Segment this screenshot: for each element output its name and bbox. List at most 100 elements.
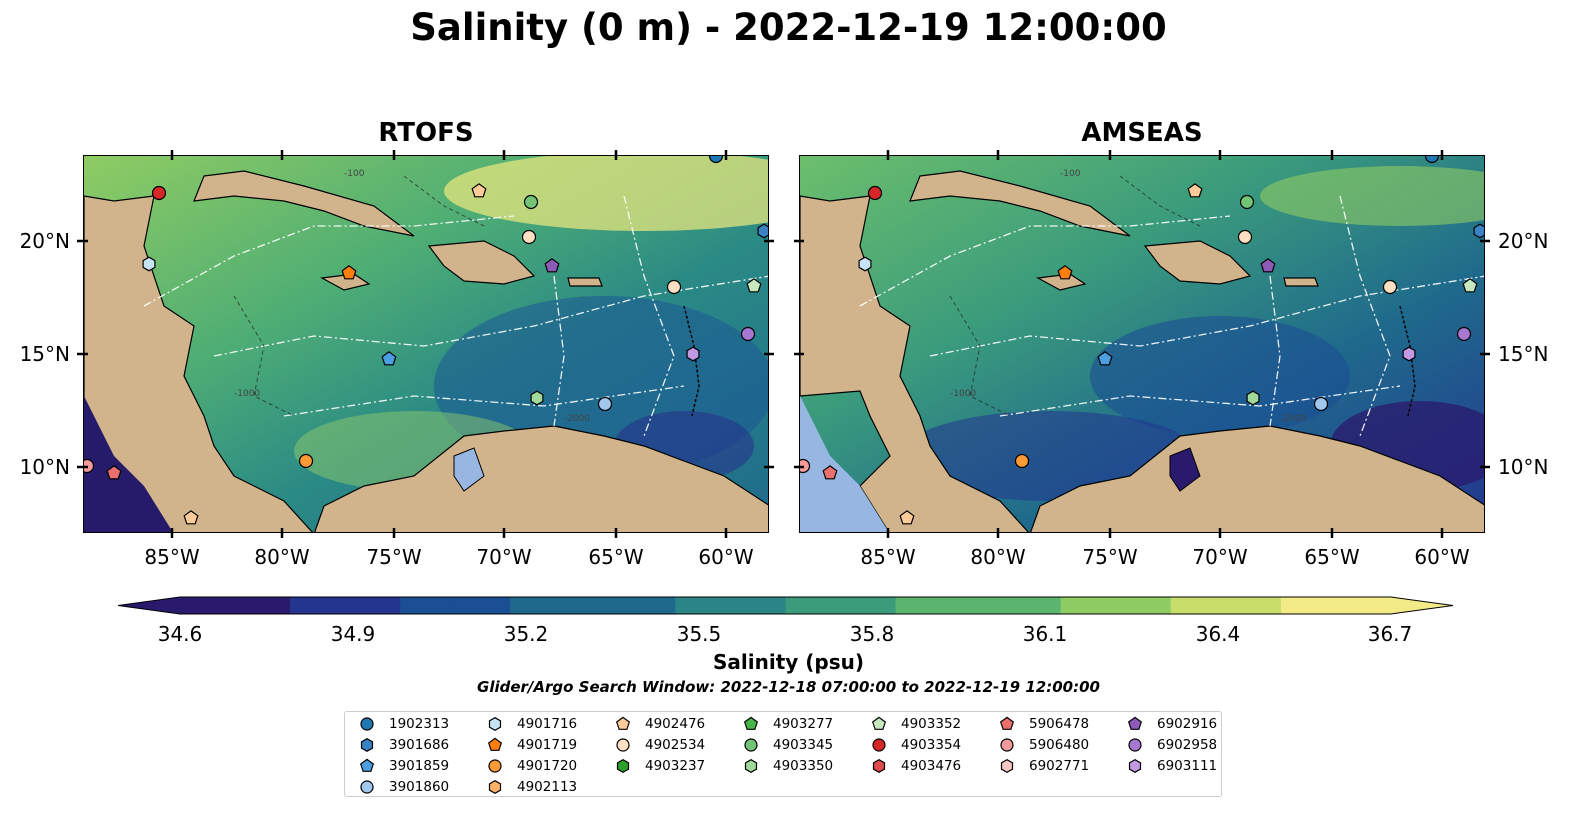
pentagon-marker-icon bbox=[999, 716, 1015, 730]
panel-title-rtofs: RTOFS bbox=[378, 118, 474, 148]
circle-marker-icon bbox=[360, 780, 374, 794]
colorbar-segment bbox=[840, 597, 897, 614]
legend-label: 3901859 bbox=[389, 758, 450, 774]
circle-marker-icon bbox=[744, 738, 758, 752]
lat-tick-label: 10°N bbox=[1498, 455, 1549, 479]
contour-label: -1000 bbox=[234, 389, 260, 399]
float-marker-4902534 bbox=[1237, 229, 1253, 245]
legend-label: 5906478 bbox=[1029, 716, 1090, 732]
contour-label: -100 bbox=[344, 169, 365, 179]
colorbar-tick-label: 34.6 bbox=[157, 622, 203, 646]
legend-label: 4903354 bbox=[901, 737, 962, 753]
panel-title-amseas: AMSEAS bbox=[1081, 118, 1203, 148]
high-salinity-patch bbox=[444, 156, 768, 231]
colorbar-tick-label: 36.4 bbox=[1195, 622, 1241, 646]
lat-tick-label: 10°N bbox=[19, 455, 70, 479]
float-marker-3901859 bbox=[381, 351, 397, 366]
float-marker-4902476 bbox=[183, 510, 199, 525]
legend-label: 6903111 bbox=[1157, 758, 1218, 774]
figure-title: Salinity (0 m) - 2022-12-19 12:00:00 bbox=[410, 6, 1167, 49]
land-cuba bbox=[193, 170, 415, 237]
circle-marker-icon bbox=[616, 738, 630, 752]
colorbar-segment bbox=[345, 597, 401, 614]
float-marker-3901859 bbox=[1097, 351, 1113, 366]
float-marker-5906478 bbox=[106, 465, 122, 480]
float-marker-6902958 bbox=[740, 326, 756, 342]
pacific-ocean-fill bbox=[800, 396, 889, 532]
legend-label: 4901719 bbox=[517, 737, 578, 753]
float-marker-1902313 bbox=[708, 156, 724, 164]
contour-label: -2000 bbox=[564, 414, 590, 424]
eez-boundaries bbox=[143, 195, 768, 437]
lon-tick-label: 75°W bbox=[1082, 545, 1138, 569]
colorbar-segment bbox=[455, 597, 511, 614]
legend-label: 5906480 bbox=[1029, 737, 1090, 753]
colorbar-segment bbox=[1170, 597, 1227, 614]
lon-tick-label: 85°W bbox=[860, 545, 916, 569]
float-marker-4902534 bbox=[666, 279, 682, 295]
pentagon-marker-icon bbox=[871, 716, 887, 730]
legend-label: 4902113 bbox=[517, 779, 578, 795]
legend-label: 4903345 bbox=[773, 737, 834, 753]
colorbar-segment bbox=[1225, 597, 1282, 614]
float-marker-4901719 bbox=[341, 265, 357, 280]
legend-label: 4903476 bbox=[901, 758, 962, 774]
float-marker-4903350 bbox=[530, 390, 544, 406]
eez-boundaries bbox=[859, 195, 1484, 437]
float-marker-1902313 bbox=[1424, 156, 1440, 164]
circle-marker-icon bbox=[872, 738, 886, 752]
lat-tick-label: 20°N bbox=[19, 229, 70, 253]
search-window-caption: Glider/Argo Search Window: 2022-12-18 07… bbox=[477, 678, 1100, 696]
float-marker-4903354 bbox=[151, 185, 167, 201]
hexagon-marker-icon bbox=[872, 759, 886, 773]
float-marker-5906478 bbox=[822, 465, 838, 480]
colorbar-segment bbox=[565, 597, 621, 614]
float-marker-4901720 bbox=[298, 453, 314, 469]
float-marker-4902476 bbox=[1187, 183, 1203, 198]
colorbar-segment bbox=[235, 597, 291, 614]
float-marker-5906480 bbox=[800, 458, 811, 474]
legend-label: 3901860 bbox=[389, 779, 450, 795]
colorbar-tick-label: 36.1 bbox=[1022, 622, 1068, 646]
lesser-antilles bbox=[683, 305, 700, 417]
low-salinity-patch bbox=[1090, 316, 1350, 436]
land-puerto-rico bbox=[567, 277, 603, 287]
legend-label: 4903352 bbox=[901, 716, 962, 732]
float-marker-3901686 bbox=[1473, 223, 1484, 239]
contour-label: -2000 bbox=[1280, 414, 1306, 424]
amseas-map[interactable]: -100 -1000 -2000 bbox=[799, 155, 1485, 533]
float-marker-4901719 bbox=[1057, 265, 1073, 280]
pentagon-marker-icon bbox=[487, 737, 503, 751]
colorbar-segment bbox=[290, 597, 346, 614]
land-hispaniola bbox=[427, 240, 536, 285]
lon-tick-label: 80°W bbox=[970, 545, 1026, 569]
colorbar-segment bbox=[620, 597, 676, 614]
legend-label: 6902916 bbox=[1157, 716, 1218, 732]
colorbar-tick-label: 34.9 bbox=[330, 622, 376, 646]
legend: 1902313 3901686 3901859 3901860 4901716 49017… bbox=[344, 711, 1222, 797]
float-marker-3901860 bbox=[597, 396, 613, 412]
colorbar-max-extend bbox=[1391, 597, 1453, 614]
pentagon-marker-icon bbox=[359, 758, 375, 772]
lat-tick-label: 15°N bbox=[19, 342, 70, 366]
float-markers bbox=[800, 156, 1484, 525]
rtofs-map[interactable]: -100 -1000 -2000 bbox=[83, 155, 769, 533]
float-marker-6902916 bbox=[544, 258, 560, 273]
land-hispaniola bbox=[1143, 240, 1252, 285]
legend-label: 6902771 bbox=[1029, 758, 1090, 774]
float-marker-4902476 bbox=[471, 183, 487, 198]
amseas-map-canvas: -100 -1000 -2000 bbox=[800, 156, 1484, 532]
colorbar-tick-label: 35.2 bbox=[503, 622, 549, 646]
colorbar-segment bbox=[1060, 597, 1117, 614]
legend-label: 6902958 bbox=[1157, 737, 1218, 753]
circle-marker-icon bbox=[488, 759, 502, 773]
colorbar-segment bbox=[1336, 597, 1392, 614]
colorbar-tick-label: 36.7 bbox=[1367, 622, 1413, 646]
pacific-ocean bbox=[84, 396, 173, 532]
hexagon-marker-icon bbox=[488, 717, 502, 731]
hexagon-marker-icon bbox=[360, 738, 374, 752]
colorbar bbox=[117, 596, 1454, 620]
float-marker-4903350 bbox=[1246, 390, 1260, 406]
lon-tick-label: 70°W bbox=[1192, 545, 1248, 569]
lesser-antilles bbox=[1399, 305, 1416, 417]
